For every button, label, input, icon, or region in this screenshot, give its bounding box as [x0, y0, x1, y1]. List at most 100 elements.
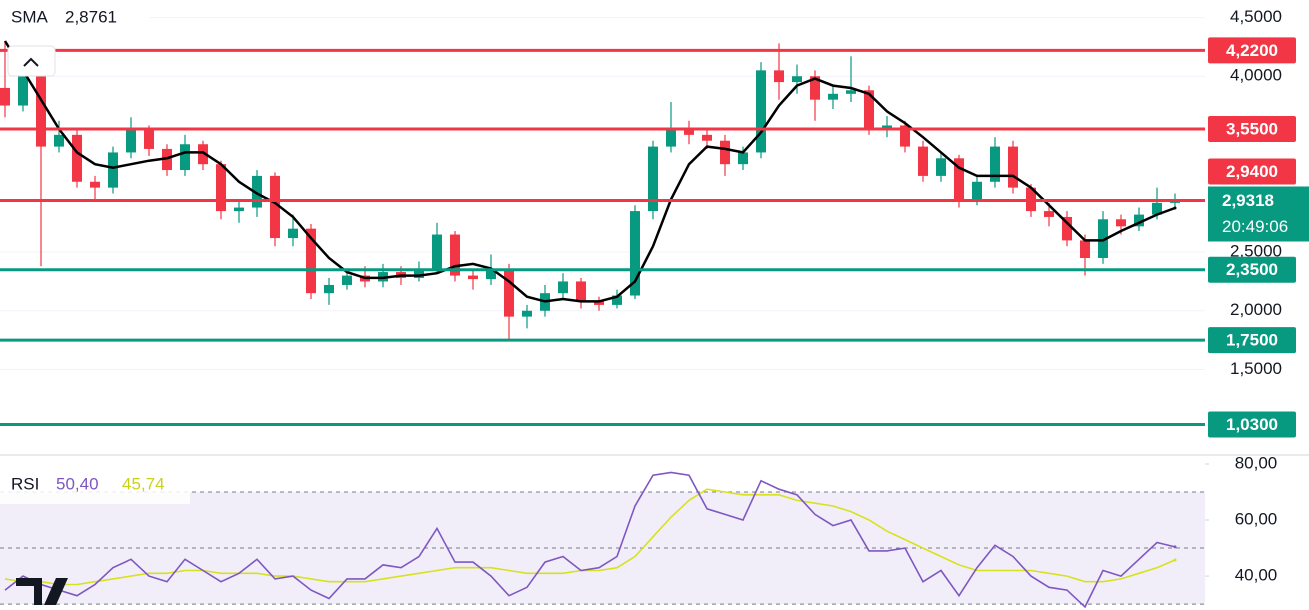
- candle-body: [108, 152, 118, 188]
- candle-body: [702, 134, 712, 141]
- level-label: 2,3500: [1226, 260, 1278, 279]
- rsi-ma-value: 45,74: [122, 474, 165, 493]
- level-label-box: [1208, 327, 1296, 354]
- y-tick-label: 2,5000: [1230, 242, 1282, 261]
- candle-body: [576, 281, 586, 302]
- rsi-last-point: [1173, 545, 1177, 549]
- current-price-label: 2,9318: [1222, 191, 1274, 210]
- candle-body: [1152, 202, 1162, 215]
- y-tick-label: 40,00: [1235, 566, 1278, 585]
- candle-body: [324, 284, 334, 294]
- y-tick-label: 60,00: [1235, 510, 1278, 529]
- candle-body: [738, 152, 748, 165]
- candle-body: [126, 128, 136, 153]
- indicator-value: 2,8761: [65, 7, 117, 26]
- candle-body: [522, 310, 532, 317]
- countdown-label: 20:49:06: [1222, 217, 1288, 236]
- candle-body: [828, 93, 838, 100]
- candle-body: [684, 128, 694, 135]
- candle-body: [0, 87, 10, 106]
- sma-line: [3, 40, 1176, 303]
- rsi-title: RSI: [11, 474, 39, 493]
- candle-body: [918, 146, 928, 176]
- collapse-icon: [23, 57, 39, 67]
- level-label: 4,2200: [1226, 41, 1278, 60]
- candle-body: [288, 228, 298, 239]
- candle-body: [144, 128, 154, 149]
- candle-body: [342, 275, 352, 285]
- candle-body: [990, 146, 1000, 182]
- candle-body: [1008, 146, 1018, 188]
- level-label: 2,9400: [1226, 162, 1278, 181]
- candle-body: [432, 234, 442, 269]
- candle-body: [450, 234, 460, 276]
- sma-last-point: [1173, 206, 1177, 210]
- candle-body: [720, 140, 730, 165]
- candle-body: [954, 158, 964, 200]
- candle-body: [252, 175, 262, 208]
- candle-body: [1098, 219, 1108, 258]
- rsi-legend-bg: [0, 470, 190, 504]
- candle-body: [72, 134, 82, 182]
- candle-body: [1062, 216, 1072, 241]
- candle-body: [864, 90, 874, 129]
- candle-body: [936, 158, 946, 176]
- candle-body: [882, 125, 892, 129]
- candle-body: [1116, 219, 1126, 227]
- candle-body: [486, 269, 496, 280]
- rsi-line: [4, 471, 1176, 609]
- candle-body: [1170, 201, 1180, 203]
- candle-body: [270, 175, 280, 239]
- y-tick-label: 4,5000: [1230, 7, 1282, 26]
- candle-body: [612, 295, 622, 305]
- candle-body: [414, 268, 424, 278]
- rsi-line: [4, 488, 1176, 586]
- candle-body: [900, 125, 910, 147]
- rsi-value: 50,40: [56, 474, 99, 493]
- candle-body: [666, 128, 676, 147]
- candle-body: [756, 70, 766, 153]
- candle-body: [36, 70, 46, 147]
- current-price-box: [1208, 186, 1309, 242]
- candle-body: [306, 228, 316, 294]
- y-tick-label: 80,00: [1235, 453, 1278, 472]
- candle-body: [594, 301, 604, 305]
- y-tick-label: 1,5000: [1230, 359, 1282, 378]
- level-label-box: [1208, 158, 1296, 185]
- level-label: 1,7500: [1226, 331, 1278, 350]
- collapse-button[interactable]: [7, 45, 56, 77]
- level-label-box: [1208, 37, 1296, 64]
- legend-bg: [0, 0, 150, 36]
- candle-body: [810, 76, 820, 100]
- logo: [16, 578, 68, 605]
- candle-body: [234, 207, 244, 212]
- candle-body: [54, 134, 64, 147]
- candle-body: [198, 144, 208, 165]
- plot-layer: 4,5000 4,0000 2,5000 2,0000 1,5000 80,00 60,00…: [0, 7, 1309, 609]
- candle-body: [1044, 211, 1054, 217]
- candle-body: [18, 70, 28, 106]
- candle-body: [558, 281, 568, 294]
- level-label-box: [1208, 256, 1296, 283]
- candle-body: [90, 181, 100, 188]
- candle-body: [1134, 214, 1144, 227]
- y-tick-label: 2,0000: [1230, 300, 1282, 319]
- candle-body: [792, 76, 802, 83]
- candle-body: [630, 211, 640, 296]
- candle-body: [216, 164, 226, 212]
- indicator-name: SMA: [11, 7, 49, 26]
- candle-body: [846, 90, 856, 94]
- level-label: 1,0300: [1226, 415, 1278, 434]
- rsi-last-point: [1173, 558, 1177, 562]
- candle-body: [180, 144, 190, 171]
- candle-body: [468, 275, 478, 280]
- candle-body: [1080, 240, 1090, 258]
- level-label: 3,5500: [1226, 119, 1278, 138]
- level-label-box: [1208, 115, 1296, 142]
- level-label-box: [1208, 411, 1296, 438]
- candle-body: [504, 269, 514, 317]
- y-tick-label: 4,0000: [1230, 66, 1282, 85]
- candle-body: [972, 181, 982, 200]
